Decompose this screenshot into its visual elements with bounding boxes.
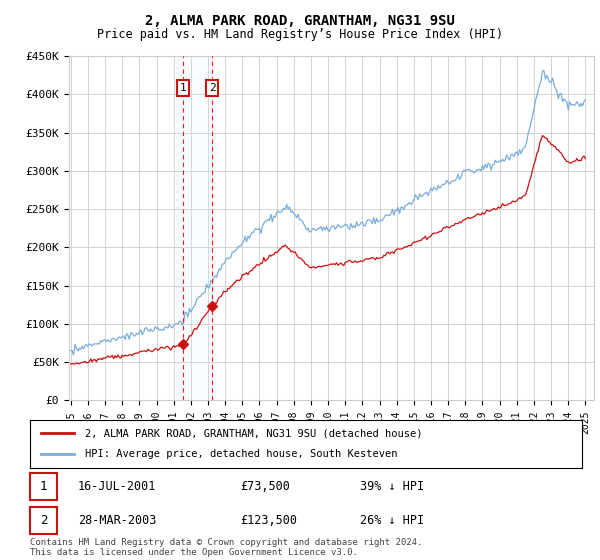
Text: 1: 1 <box>40 480 47 493</box>
Text: 16-JUL-2001: 16-JUL-2001 <box>78 480 157 493</box>
Bar <box>183 56 212 400</box>
Text: 2, ALMA PARK ROAD, GRANTHAM, NG31 9SU: 2, ALMA PARK ROAD, GRANTHAM, NG31 9SU <box>145 14 455 28</box>
Text: 2: 2 <box>209 83 215 93</box>
Text: 2: 2 <box>40 514 47 527</box>
Text: 39% ↓ HPI: 39% ↓ HPI <box>360 480 424 493</box>
Text: £123,500: £123,500 <box>240 514 297 527</box>
Text: Price paid vs. HM Land Registry’s House Price Index (HPI): Price paid vs. HM Land Registry’s House … <box>97 28 503 41</box>
Text: £73,500: £73,500 <box>240 480 290 493</box>
Text: 26% ↓ HPI: 26% ↓ HPI <box>360 514 424 527</box>
Text: 1: 1 <box>179 83 186 93</box>
Text: HPI: Average price, detached house, South Kesteven: HPI: Average price, detached house, Sout… <box>85 449 398 459</box>
Text: 28-MAR-2003: 28-MAR-2003 <box>78 514 157 527</box>
Text: 2, ALMA PARK ROAD, GRANTHAM, NG31 9SU (detached house): 2, ALMA PARK ROAD, GRANTHAM, NG31 9SU (d… <box>85 428 422 438</box>
Text: Contains HM Land Registry data © Crown copyright and database right 2024.
This d: Contains HM Land Registry data © Crown c… <box>30 538 422 557</box>
